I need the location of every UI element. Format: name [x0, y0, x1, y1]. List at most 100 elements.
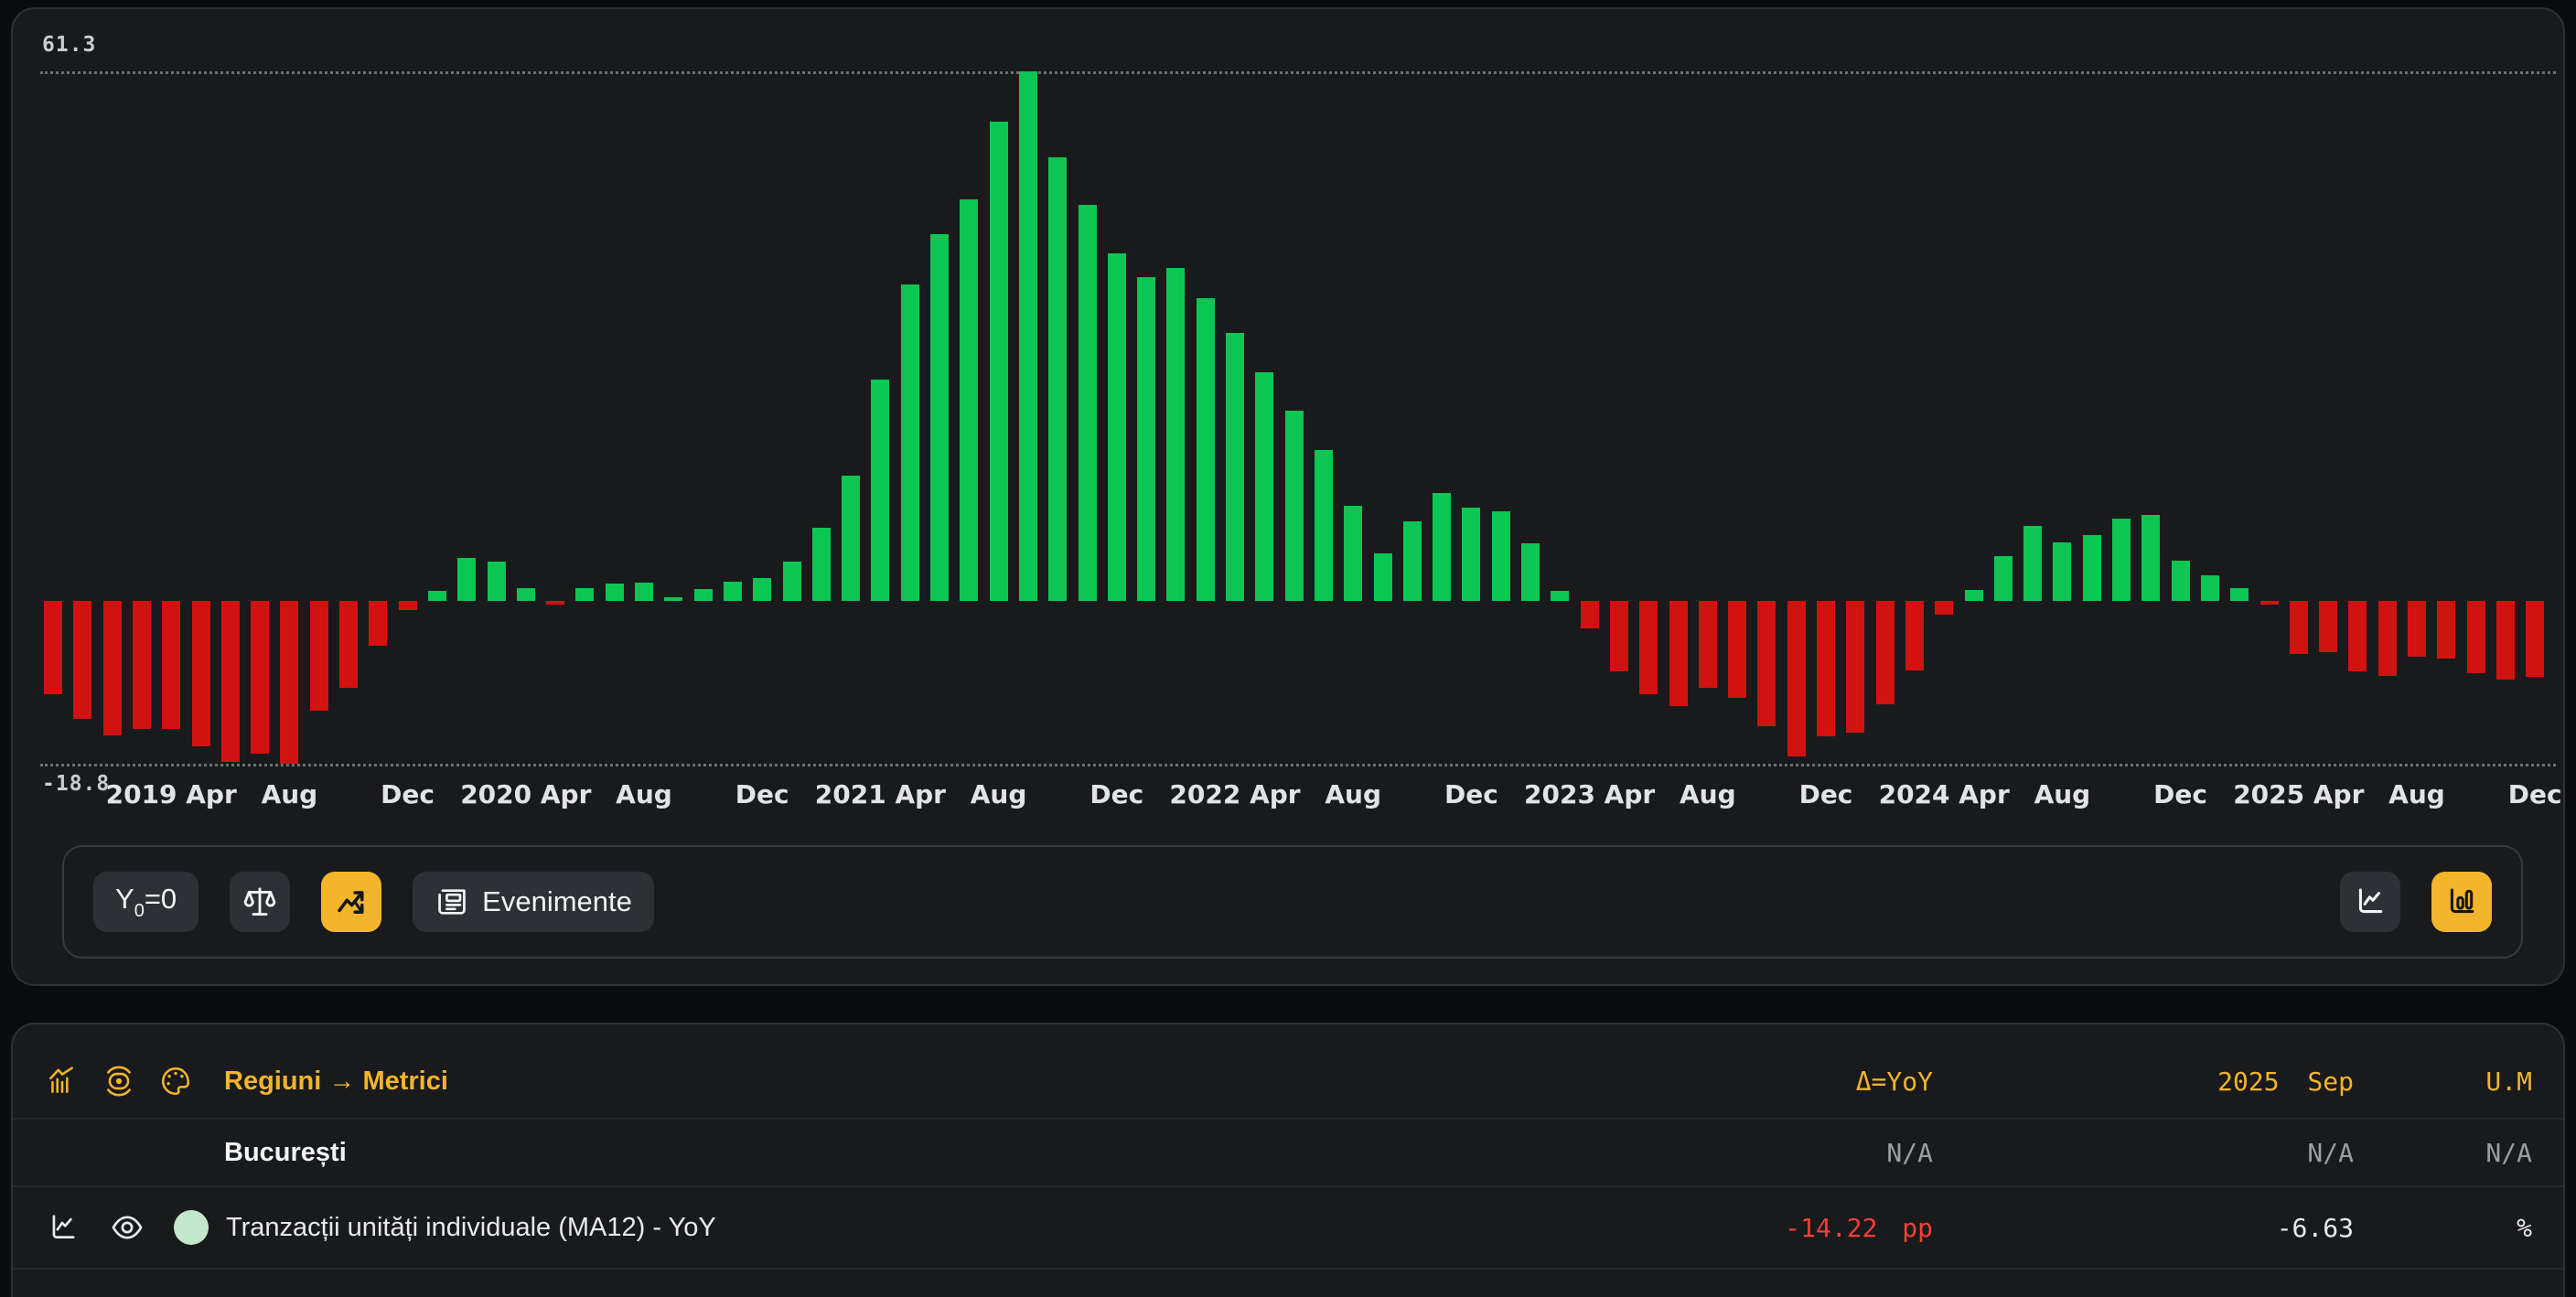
chart-bar[interactable] [427, 590, 446, 601]
chart-bar[interactable] [1698, 601, 1717, 688]
chart-bar[interactable] [723, 582, 742, 601]
chart-bar[interactable] [162, 601, 181, 729]
chart-bar[interactable] [132, 601, 151, 729]
chart-bar[interactable] [457, 557, 477, 601]
chart-bar[interactable] [1491, 510, 1510, 601]
events-button[interactable]: Evenimente [413, 872, 654, 932]
chart-bar[interactable] [1817, 601, 1835, 737]
chart-bar[interactable] [753, 578, 772, 601]
chart-bar[interactable] [930, 234, 949, 601]
breadcrumb[interactable]: Regiuni → Metrici [224, 1066, 448, 1096]
chart-bar[interactable] [2319, 601, 2338, 652]
chart-bar[interactable] [1314, 449, 1333, 601]
chart-bar[interactable] [251, 601, 270, 755]
chart-bar[interactable] [1344, 506, 1363, 601]
chart-bar[interactable] [1373, 553, 1392, 601]
chart-bar[interactable] [2408, 601, 2426, 658]
watch-eye-box-icon[interactable] [102, 1065, 135, 1098]
chart-bar[interactable] [398, 601, 417, 611]
metric-line-chart-icon[interactable] [46, 1210, 80, 1245]
chart-bar[interactable] [191, 601, 210, 746]
chart-bar[interactable] [1226, 333, 1244, 601]
palette-icon[interactable] [159, 1065, 192, 1098]
chart-bar[interactable] [1609, 601, 1628, 672]
trend-mode-button[interactable] [321, 872, 382, 932]
chart-bar[interactable] [1196, 298, 1215, 601]
chart-bar[interactable] [339, 601, 358, 688]
chart-bar[interactable] [1107, 253, 1126, 601]
chart-bar[interactable] [220, 601, 240, 762]
chart-metrics-icon[interactable] [46, 1065, 79, 1098]
chart-bar[interactable] [2171, 560, 2190, 601]
chart-bar[interactable] [2526, 601, 2545, 678]
chart-bar[interactable] [1669, 601, 1688, 707]
chart-bar[interactable] [516, 587, 535, 601]
chart-bar[interactable] [2259, 601, 2279, 605]
chart-bar[interactable] [782, 562, 801, 601]
chart-bar[interactable] [2377, 601, 2397, 677]
chart-bar[interactable] [1875, 601, 1894, 705]
chart-bar[interactable] [842, 475, 861, 601]
chart-bar[interactable] [1255, 371, 1274, 601]
chart-bar[interactable] [1402, 521, 1422, 601]
chart-bar[interactable] [1137, 276, 1156, 601]
chart-bar[interactable] [1521, 542, 1540, 601]
chart-bar[interactable] [1078, 205, 1097, 601]
chart-bar[interactable] [1757, 601, 1776, 727]
chart-bar[interactable] [44, 601, 62, 695]
chart-bar[interactable] [811, 527, 831, 601]
chart-bar[interactable] [2082, 535, 2101, 601]
chart-bar[interactable] [1728, 601, 1747, 698]
chart-bar[interactable] [280, 601, 299, 764]
chart-bar[interactable] [2112, 519, 2131, 601]
chart-bar[interactable] [989, 122, 1008, 601]
table-row-metric[interactable]: Tranzacții unități individuale (MA12) - … [13, 1187, 2563, 1270]
chart-bar[interactable] [1048, 157, 1068, 601]
chart-bar[interactable] [635, 583, 653, 601]
column-header-delta[interactable]: Δ=YoY [1855, 1066, 1933, 1097]
chart-bar[interactable] [1787, 601, 1806, 757]
chart-bar[interactable] [664, 597, 683, 601]
chart-bar[interactable] [369, 601, 388, 647]
compare-scales-button[interactable] [230, 872, 291, 932]
y-zero-baseline-button[interactable]: Y0=0 [93, 872, 199, 932]
chart-bar[interactable] [2348, 601, 2367, 672]
chart-bar[interactable] [2141, 514, 2161, 601]
chart-bar[interactable] [1166, 268, 1186, 601]
chart-bar[interactable] [605, 584, 624, 601]
chart-bar[interactable] [2230, 587, 2249, 601]
chart-bar[interactable] [1905, 601, 1924, 670]
chart-bar[interactable] [102, 601, 122, 736]
chart-bar[interactable] [960, 198, 979, 601]
chart-bar[interactable] [2289, 601, 2308, 654]
chart-bar[interactable] [309, 601, 328, 711]
chart-bar[interactable] [575, 587, 595, 601]
chart-bar[interactable] [1993, 555, 2012, 601]
table-row-region[interactable]: București N/A N/A N/A [13, 1120, 2563, 1187]
chart-bar[interactable] [693, 588, 713, 601]
chart-bar[interactable] [2023, 525, 2043, 601]
chart-bar[interactable] [1964, 589, 1983, 601]
chart-bar[interactable] [2053, 541, 2072, 601]
column-header-unit[interactable]: U.M [2485, 1066, 2532, 1097]
chart-bar[interactable] [1018, 70, 1037, 601]
chart-bar[interactable] [1551, 590, 1570, 601]
chart-bar[interactable] [2496, 601, 2515, 680]
chart-bar[interactable] [546, 601, 565, 605]
bar-chart-toggle-button[interactable] [2431, 872, 2492, 932]
chart-bar[interactable] [2437, 601, 2456, 659]
chart-bar[interactable] [900, 284, 919, 601]
column-header-period[interactable]: 2025 Sep [2217, 1066, 2354, 1097]
chart-bar[interactable] [487, 562, 506, 601]
chart-bar[interactable] [1433, 492, 1452, 601]
chart-bar[interactable] [1935, 601, 1954, 616]
chart-bar[interactable] [1580, 601, 1599, 629]
chart-bar[interactable] [1462, 507, 1481, 601]
chart-bar[interactable] [2200, 574, 2219, 601]
chart-bar[interactable] [1639, 601, 1658, 695]
chart-bar[interactable] [2466, 601, 2485, 674]
chart-bar[interactable] [1846, 601, 1865, 733]
chart-bar[interactable] [73, 601, 92, 719]
line-chart-toggle-button[interactable] [2340, 872, 2400, 932]
series-color-dot[interactable] [174, 1210, 209, 1245]
